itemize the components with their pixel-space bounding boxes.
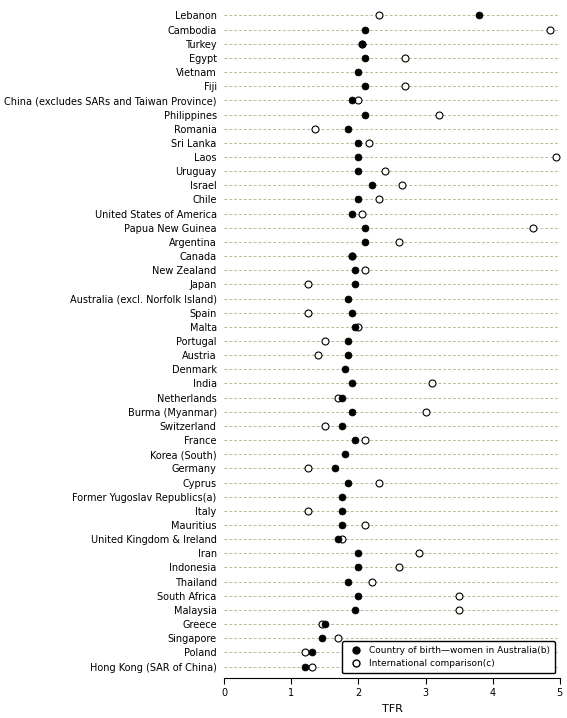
Legend: Country of birth—women in Australia(b), International comparison(c): Country of birth—women in Australia(b), … (342, 641, 555, 673)
X-axis label: TFR: TFR (382, 704, 403, 714)
